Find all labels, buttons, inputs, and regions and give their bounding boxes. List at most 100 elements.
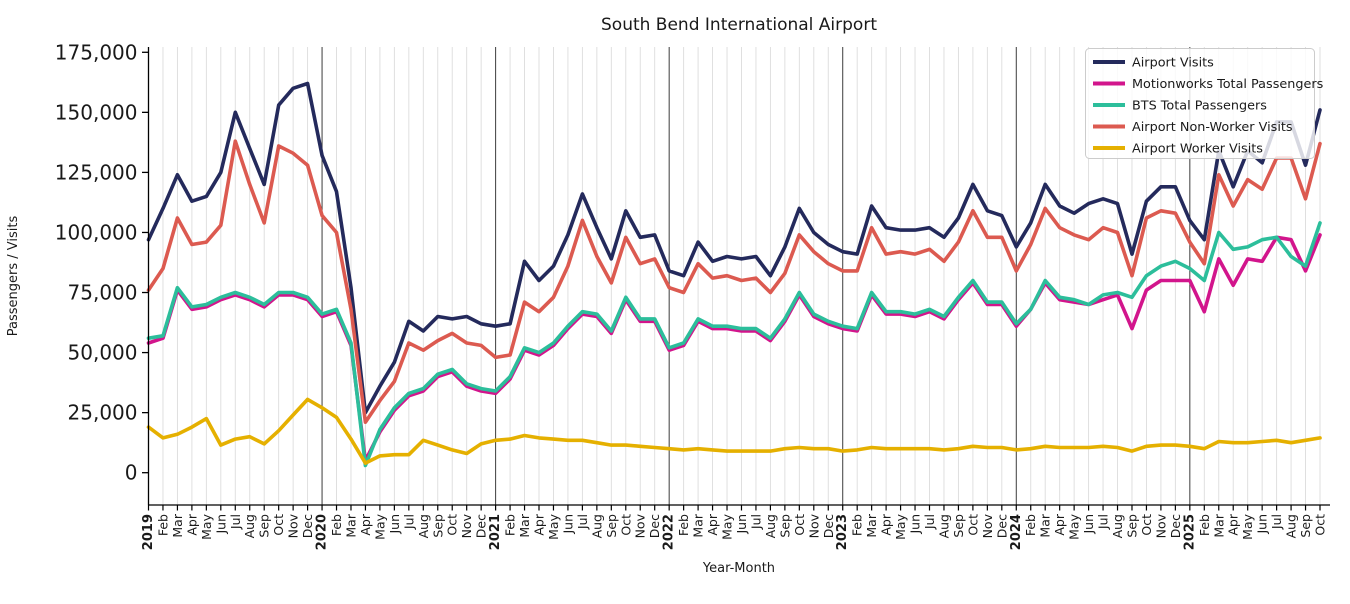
x-tick-label: Mar [864, 513, 879, 537]
x-tick-label: 2020 [315, 514, 330, 550]
x-tick-label: Jun [1255, 514, 1270, 535]
x-tick-label: Apr [532, 513, 547, 535]
x-tick-label: Jul [1269, 514, 1284, 530]
x-tick-label: Sep [1298, 514, 1313, 538]
x-tick-label: Feb [329, 514, 344, 536]
x-tick-label: Nov [1153, 513, 1168, 538]
legend-label-airport-non-worker-visits: Airport Non-Worker Visits [1132, 120, 1293, 135]
x-tick-label: Feb [1197, 514, 1212, 536]
x-tick-label: Aug [1110, 514, 1125, 538]
x-tick-label: Aug [1284, 514, 1299, 538]
x-tick-label: Dec [1168, 514, 1183, 538]
x-tick-label: Jul [748, 514, 763, 530]
x-tick-label: Sep [777, 514, 792, 538]
y-tick-label: 75,000 [68, 281, 138, 305]
y-tick-label: 100,000 [55, 220, 138, 244]
x-tick-label: Oct [1313, 514, 1328, 536]
x-tick-label: Apr [184, 513, 199, 535]
x-tick-label: May [372, 513, 387, 539]
x-tick-label: Aug [763, 514, 778, 538]
x-tick-label: Mar [517, 513, 532, 537]
y-tick-label: 50,000 [68, 341, 138, 365]
legend-label-bts-total-passengers: BTS Total Passengers [1132, 99, 1267, 114]
x-tick-label: Dec [474, 514, 489, 538]
x-tick-label: Aug [416, 514, 431, 538]
x-tick-label: Mar [1038, 513, 1053, 537]
x-tick-label: Jul [1096, 514, 1111, 530]
y-tick-label: 0 [125, 461, 138, 485]
x-tick-label: Jun [1081, 514, 1096, 535]
x-tick-label: 2023 [835, 514, 850, 550]
x-tick-label: 2022 [662, 514, 677, 550]
x-tick-label: Oct [1139, 514, 1154, 536]
legend-label-motionworks-total-passengers: Motionworks Total Passengers [1132, 77, 1324, 92]
x-tick-label: Oct [271, 514, 286, 536]
x-tick-label: 2024 [1009, 514, 1024, 550]
x-tick-label: 2021 [488, 514, 503, 550]
x-tick-label: Sep [604, 514, 619, 538]
legend-label-airport-visits: Airport Visits [1132, 56, 1214, 71]
x-tick-label: Jun [908, 514, 923, 535]
series-line-bts-total-passengers [146, 221, 1322, 468]
y-tick-label: 25,000 [68, 401, 138, 425]
x-tick-label: Apr [358, 513, 373, 535]
x-tick-label: Sep [951, 514, 966, 538]
legend-label-airport-worker-visits: Airport Worker Visits [1132, 142, 1263, 157]
x-tick-label: Jul [922, 514, 937, 530]
x-tick-label: May [893, 513, 908, 539]
x-tick-label: Feb [850, 514, 865, 536]
x-tick-label: Oct [792, 514, 807, 536]
x-tick-label: Feb [155, 514, 170, 536]
series-line-airport-visits [146, 81, 1322, 415]
legend-box [1085, 48, 1315, 159]
x-tick-label: May [1240, 513, 1255, 539]
y-tick-label: 175,000 [55, 40, 138, 64]
x-tick-label: Feb [676, 514, 691, 536]
x-tick-label: Jul [228, 514, 243, 530]
x-tick-label: Feb [1023, 514, 1038, 536]
x-tick-label: Aug [936, 514, 951, 538]
x-tick-label: May [1067, 513, 1082, 539]
x-tick-label: Oct [618, 514, 633, 536]
x-tick-label: Feb [503, 514, 518, 536]
x-tick-label: Apr [879, 513, 894, 535]
x-tick-label: Nov [286, 513, 301, 538]
x-tick-label: Dec [647, 514, 662, 538]
x-tick-label: Aug [589, 514, 604, 538]
x-tick-label: Nov [459, 513, 474, 538]
y-axis-title: Passengers / Visits [6, 216, 21, 337]
legend: Airport Visits Motionworks Total Passenge… [1085, 48, 1324, 159]
x-tick-label: Apr [1226, 513, 1241, 535]
x-tick-label: Apr [1052, 513, 1067, 535]
chart-title: South Bend International Airport [601, 15, 877, 35]
x-tick-label: Mar [170, 513, 185, 537]
x-tick-label: 2025 [1182, 514, 1197, 550]
x-tick-label: Apr [705, 513, 720, 535]
x-tick-label: Aug [242, 514, 257, 538]
x-tick-label: Nov [633, 513, 648, 538]
x-tick-label: Jul [401, 514, 416, 530]
x-axis-title: Year-Month [702, 561, 775, 576]
x-tick-label: Nov [980, 513, 995, 538]
x-tick-label: 2019 [141, 514, 156, 550]
x-tick-label: Nov [806, 513, 821, 538]
x-tick-label: Dec [994, 514, 1009, 538]
x-tick-label: Mar [691, 513, 706, 537]
x-tick-label: Dec [300, 514, 315, 538]
y-tick-label: 125,000 [55, 160, 138, 184]
y-tick-label: 150,000 [55, 100, 138, 124]
series-line-airport-non-worker-visits [146, 139, 1322, 424]
series-line-motionworks-total-passengers [146, 233, 1322, 463]
series-line-airport-worker-visits [146, 397, 1322, 465]
x-tick-label: Dec [821, 514, 836, 538]
x-tick-label: Jun [213, 514, 228, 535]
data-series-lines [146, 81, 1322, 468]
x-tick-label: Sep [1124, 514, 1139, 538]
x-tick-label: Mar [1211, 513, 1226, 537]
x-tick-label: Oct [445, 514, 460, 536]
x-tick-label: Sep [430, 514, 445, 538]
x-tick-label: May [720, 513, 735, 539]
x-axis-ticks: 2019 Feb Mar Apr May Jun Jul Aug Sep Oct Nov Dec 202… [141, 505, 1328, 550]
year-separator-lines [321, 47, 1191, 505]
